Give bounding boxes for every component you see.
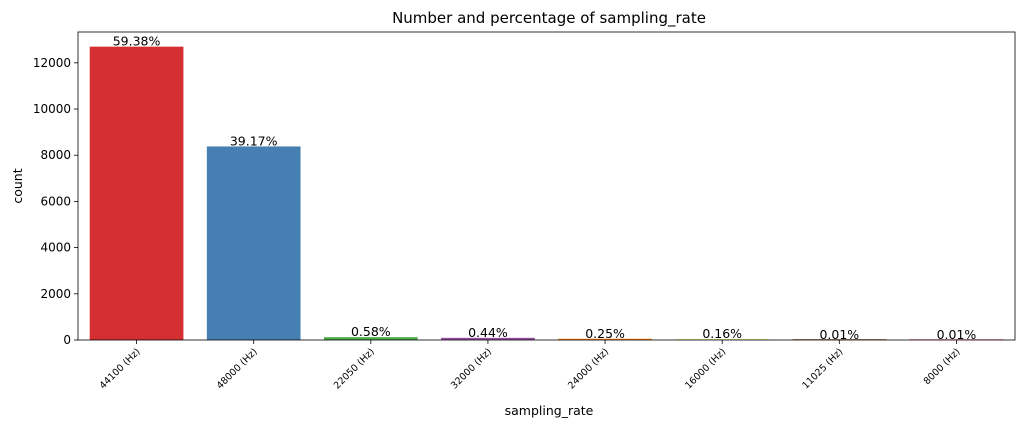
- y-tick-label-5: 10000: [33, 102, 71, 116]
- bar-label-4: 0.25%: [585, 326, 625, 341]
- x-tick-label-7: 8000 (Hz): [922, 346, 963, 387]
- x-tick-label-2: 22050 (Hz): [332, 346, 377, 391]
- y-axis: 0 2000 4000 6000 8000 10000 12000: [33, 56, 78, 347]
- bars-group: [89, 46, 1004, 341]
- y-tick-label-6: 12000: [33, 56, 71, 70]
- bar-label-6: 0.01%: [819, 327, 859, 342]
- y-tick-label-3: 6000: [40, 194, 71, 208]
- x-tick-label-3: 32000 (Hz): [449, 346, 494, 391]
- x-axis-label: sampling_rate: [505, 403, 594, 418]
- y-axis-label: count: [10, 168, 25, 203]
- bar-2: [323, 337, 418, 340]
- bar-label-2: 0.58%: [351, 324, 391, 339]
- bar-label-7: 0.01%: [937, 327, 977, 342]
- y-tick-label-2: 4000: [40, 241, 71, 255]
- x-tick-label-4: 24000 (Hz): [566, 346, 611, 391]
- x-axis: 44100 (Hz) 48000 (Hz) 22050 (Hz) 32000 (Hz)…: [98, 340, 963, 391]
- chart-title: Number and percentage of sampling_rate: [392, 9, 706, 28]
- bar-label-0: 59.38%: [113, 34, 161, 49]
- bar-0: [89, 46, 184, 341]
- x-tick-label-1: 48000 (Hz): [215, 346, 260, 391]
- y-tick-label-0: 0: [63, 333, 71, 347]
- plot-frame: [77, 31, 1016, 341]
- bar-label-3: 0.44%: [468, 325, 508, 340]
- x-tick-label-5: 16000 (Hz): [683, 346, 728, 391]
- bar-label-5: 0.16%: [702, 326, 742, 341]
- bar-4: [558, 338, 652, 340]
- y-tick-label-1: 2000: [40, 287, 71, 301]
- bar-labels-group: 59.38% 39.17% 0.58% 0.44% 0.25% 0.16% 0.01% 0.0…: [113, 34, 977, 342]
- x-tick-label-6: 11025 (Hz): [800, 346, 845, 391]
- bar-3: [441, 337, 535, 340]
- x-tick-label-0: 44100 (Hz): [98, 346, 143, 391]
- y-tick-label-4: 8000: [40, 148, 71, 162]
- bar-label-1: 39.17%: [230, 133, 278, 148]
- bar-1: [206, 146, 301, 340]
